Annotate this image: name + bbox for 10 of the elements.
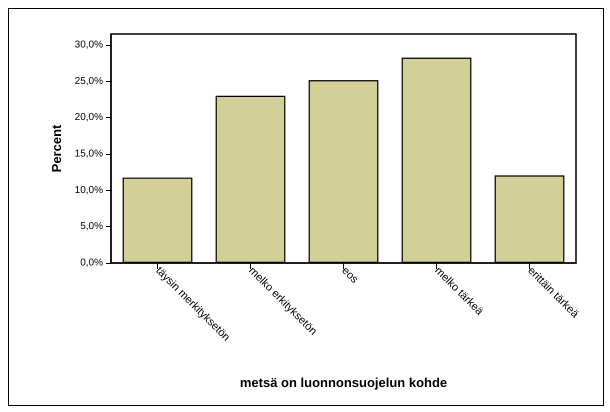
y-tick-label: 25,0% <box>74 76 104 87</box>
y-tick-label: 5,0% <box>80 221 104 232</box>
y-tick-label: 20,0% <box>74 112 104 124</box>
y-axis-title: Percent <box>49 124 64 172</box>
y-tick-label: 10,0% <box>74 184 104 196</box>
x-tick-label: eos <box>339 264 361 286</box>
y-tick-label: 15,0% <box>74 148 104 160</box>
x-axis-title: metsä on luonnonsuojelun kohde <box>240 375 448 390</box>
y-tick-label: 0,0% <box>80 258 104 268</box>
y-tick-label: 30,0% <box>74 39 104 50</box>
